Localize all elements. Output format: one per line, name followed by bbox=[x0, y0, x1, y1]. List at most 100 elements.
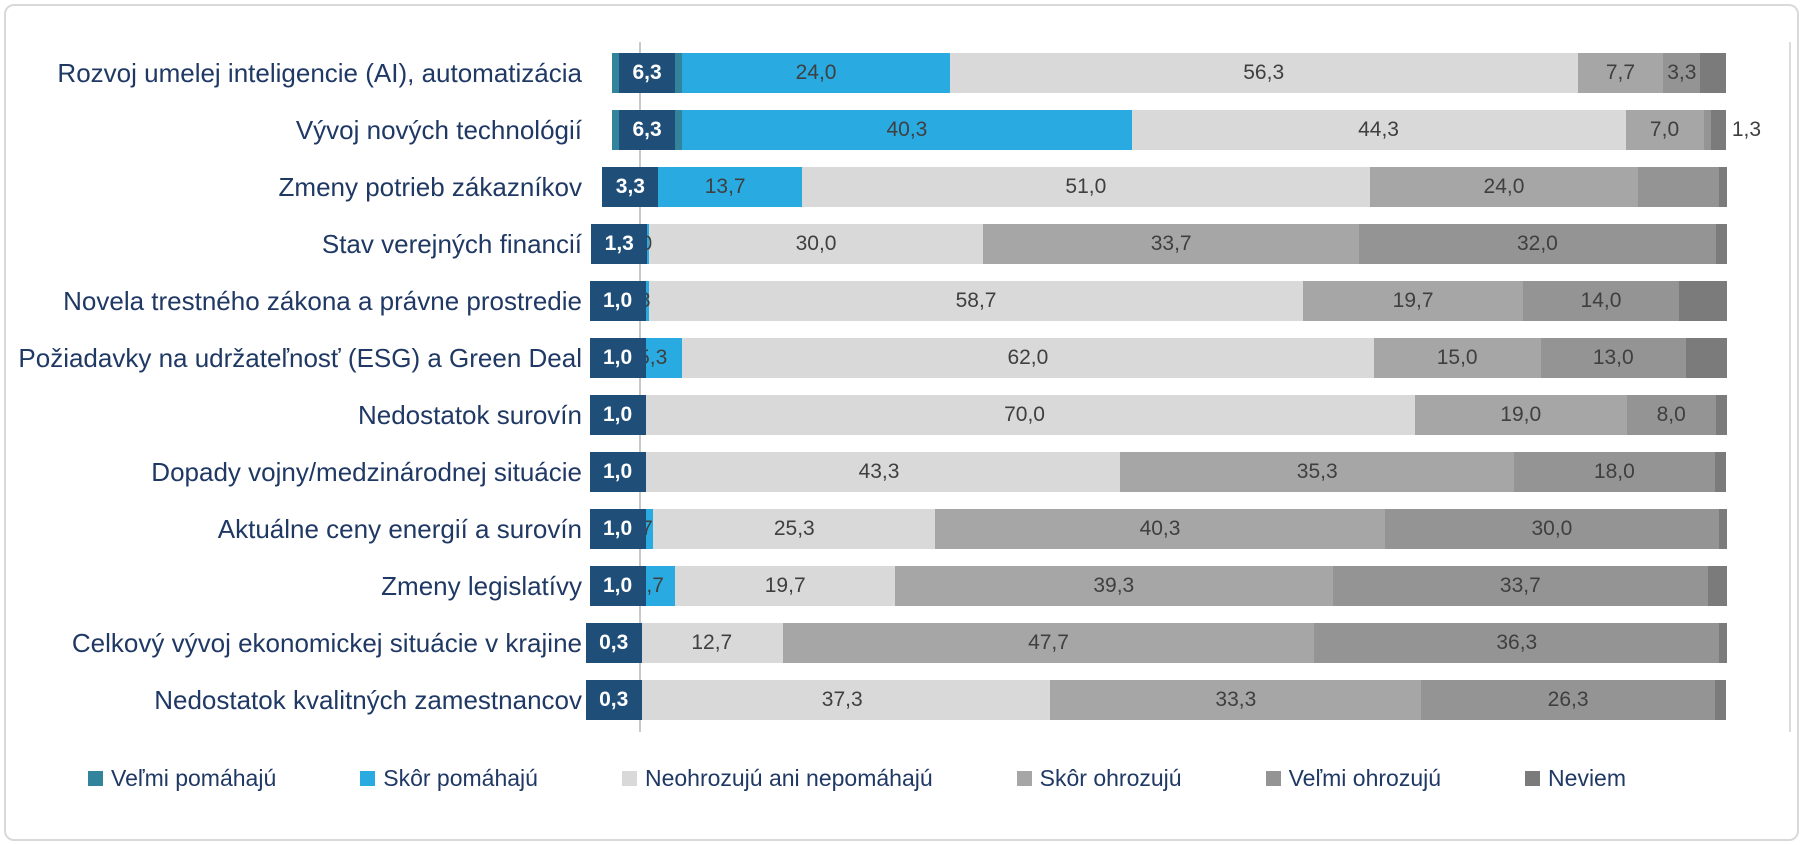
bar-segment-neohrozuju-ani-nepomahaju: 56,3 bbox=[949, 53, 1578, 93]
segment-value-label: 30,0 bbox=[795, 232, 837, 255]
bar-segment-velmi-ohrozuju: 3,3 bbox=[1663, 53, 1701, 93]
segment-value-label: 33,7 bbox=[1150, 232, 1192, 255]
bar-segment-neviem bbox=[1700, 53, 1726, 93]
bar-row: Nedostatok surovín1,070,019,08,01,0 bbox=[0, 395, 1803, 435]
bar-row: Zmeny potrieb zákazníkov 13,7 51,0 24,0 3,3 bbox=[0, 167, 1803, 207]
bar-row: Celkový vývoj ekonomickej situácie v kra… bbox=[0, 623, 1803, 663]
legend-swatch-velmi-pomahaju bbox=[88, 771, 103, 786]
first-series-label-chip: 6,3 bbox=[619, 53, 676, 93]
bar-segment-neviem bbox=[1715, 224, 1727, 264]
category-label: Aktuálne ceny energií a surovín bbox=[217, 513, 582, 544]
bar-segment-skor-ohrozuju: 33,3 bbox=[1050, 680, 1422, 720]
bar-segment-neohrozuju-ani-nepomahaju: 51,0 bbox=[801, 167, 1371, 207]
bar-segment-velmi-ohrozuju bbox=[1637, 167, 1720, 207]
bar-track: 1,737,333,326,30,3 bbox=[585, 680, 1727, 720]
category-label: Stav verejných financií bbox=[321, 228, 582, 259]
legend-label: Veľmi pomáhajú bbox=[111, 765, 277, 791]
segment-value-label: 7,0 bbox=[1649, 118, 1680, 141]
first-series-label-chip: 1,0 bbox=[589, 566, 646, 606]
bar-segment-neohrozuju-ani-nepomahaju: 37,3 bbox=[634, 680, 1051, 720]
bar-segment-velmi-ohrozuju: 32,0 bbox=[1359, 224, 1716, 264]
segment-value-label: 24,0 bbox=[795, 61, 837, 84]
legend-item-skor-ohrozuju: Skôr ohrozujú bbox=[1016, 765, 1182, 792]
segment-value-label: 1,3 bbox=[1731, 118, 1762, 141]
bar-segment-skor-ohrozuju: 39,3 bbox=[894, 566, 1333, 606]
bar-segment-velmi-ohrozuju: 36,3 bbox=[1314, 623, 1720, 663]
segment-value-label: 56,3 bbox=[1243, 61, 1285, 84]
legend-label: Neviem bbox=[1548, 765, 1627, 791]
bar-segment-neohrozuju-ani-nepomahaju: 19,7 bbox=[675, 566, 895, 606]
first-series-label-chip: 3,3 bbox=[602, 167, 659, 207]
first-series-label-chip: 1,0 bbox=[589, 338, 646, 378]
first-series-label-chip: 1,0 bbox=[589, 395, 646, 435]
bar-track: 4,7 19,7 39,3 33,7 1,0 bbox=[589, 566, 1727, 606]
segment-value-label: 19,7 bbox=[764, 574, 806, 597]
category-label: Zmeny potrieb zákazníkov bbox=[278, 171, 582, 202]
segment-value-label: 13,7 bbox=[704, 175, 746, 198]
first-series-label-chip: 1,0 bbox=[589, 452, 646, 492]
first-series-label-chip: 1,3 bbox=[591, 224, 648, 264]
category-label: Nedostatok kvalitných zamestnancov bbox=[154, 684, 582, 715]
legend-swatch-velmi-ohrozuju bbox=[1265, 771, 1281, 786]
legend-item-skor-pomahaju: Skôr pomáhajú bbox=[360, 765, 538, 792]
bar-row: Rozvoj umelej inteligencie (AI), automat… bbox=[0, 53, 1803, 93]
bar-segment-neohrozuju-ani-nepomahaju: 62,0 bbox=[682, 338, 1374, 378]
segment-value-label: 40,3 bbox=[886, 118, 928, 141]
bar-segment-neviem bbox=[1719, 167, 1727, 207]
legend-item-neohrozuju-ani-nepomahaju: Neohrozujú ani nepomáhajú bbox=[621, 765, 933, 792]
bar-segment-neviem bbox=[1719, 509, 1727, 549]
bar-track: 2,725,340,330,01,0 bbox=[589, 509, 1727, 549]
bar-segment-neviem bbox=[1714, 452, 1726, 492]
bar-segment-neohrozuju-ani-nepomahaju: 25,3 bbox=[653, 509, 936, 549]
legend-label: Neohrozujú ani nepomáhajú bbox=[644, 765, 933, 791]
bar-track: 2,312,747,736,30,3 bbox=[585, 623, 1727, 663]
category-label: Rozvoj umelej inteligencie (AI), automat… bbox=[57, 57, 582, 88]
bar-row: Zmeny legislatívy 4,7 19,7 39,3 33,7 1,0 bbox=[0, 566, 1803, 606]
bar-segment-neohrozuju-ani-nepomahaju: 30,0 bbox=[648, 224, 984, 264]
bar-track: 13,7 51,0 24,0 3,3 bbox=[602, 167, 1727, 207]
bar-segment-skor-ohrozuju: 33,7 bbox=[983, 224, 1360, 264]
bar-segment-velmi-ohrozuju: 13,0 bbox=[1540, 338, 1686, 378]
segment-value-label: 40,3 bbox=[1139, 517, 1181, 540]
legend-swatch-skor-pomahaju bbox=[360, 771, 376, 786]
bar-row: Dopady vojny/medzinárodnej situácie1,343… bbox=[0, 452, 1803, 492]
bar-track: 1,343,335,318,01,0 bbox=[589, 452, 1727, 492]
segment-value-label: 32,0 bbox=[1516, 232, 1558, 255]
bar-track: 24,0 56,3 7,7 3,3 6,3 bbox=[612, 53, 1727, 93]
segment-value-label: 43,3 bbox=[858, 460, 900, 483]
segment-value-label: 15,0 bbox=[1436, 346, 1478, 369]
category-label: Nedostatok surovín bbox=[357, 399, 582, 430]
first-series-label-chip: 6,3 bbox=[619, 110, 676, 150]
plot-right-border bbox=[1789, 42, 1791, 732]
segment-value-label: 37,3 bbox=[821, 688, 863, 711]
legend-item-neviem: Neviem bbox=[1525, 765, 1626, 792]
segment-value-label: 14,0 bbox=[1580, 289, 1622, 312]
first-series-label-chip: 1,0 bbox=[589, 281, 646, 321]
legend: Veľmi pomáhajú Skôr pomáhajú Neohrozujú an… bbox=[88, 765, 1728, 792]
bar-segment-velmi-ohrozuju: 14,0 bbox=[1522, 281, 1680, 321]
segment-value-label: 19,7 bbox=[1392, 289, 1434, 312]
bar-segment-neohrozuju-ani-nepomahaju: 44,3 bbox=[1131, 110, 1626, 150]
segment-value-label: 62,0 bbox=[1007, 346, 1049, 369]
bar-rows-container: Rozvoj umelej inteligencie (AI), automat… bbox=[0, 53, 1803, 737]
bar-segment-skor-ohrozuju: 19,0 bbox=[1414, 395, 1627, 435]
segment-value-label: 47,7 bbox=[1028, 631, 1069, 654]
segment-value-label: 35,3 bbox=[1296, 460, 1338, 483]
bar-track: 2,358,719,714,01,0 bbox=[589, 281, 1727, 321]
legend-label: Veľmi ohrozujú bbox=[1288, 765, 1442, 791]
segment-value-label: 36,3 bbox=[1496, 631, 1538, 654]
bar-row: Novela trestného zákona a právne prostre… bbox=[0, 281, 1803, 321]
first-series-label-chip: 0,3 bbox=[585, 623, 642, 663]
category-label: Celkový vývoj ekonomickej situácie v kra… bbox=[71, 627, 582, 658]
bar-segment-neviem bbox=[1679, 281, 1727, 321]
bar-track: 40,3 44,3 7,0 1,3 6,3 bbox=[612, 110, 1761, 150]
bar-row: Požiadavky na udržateľnosť (ESG) a Green… bbox=[0, 338, 1803, 378]
bar-segment-skor-ohrozuju: 35,3 bbox=[1120, 452, 1514, 492]
category-axis-line bbox=[639, 42, 641, 732]
bar-segment-velmi-ohrozuju: 33,7 bbox=[1332, 566, 1709, 606]
bar-segment-skor-ohrozuju: 40,3 bbox=[935, 509, 1385, 549]
segment-value-label: 33,3 bbox=[1215, 688, 1257, 711]
bar-segment-neohrozuju-ani-nepomahaju: 12,7 bbox=[640, 623, 783, 663]
bar-row: Vývoj nových technológií 40,3 44,3 7,0 1,3 6,… bbox=[0, 110, 1803, 150]
bar-segment-neviem bbox=[1714, 680, 1726, 720]
